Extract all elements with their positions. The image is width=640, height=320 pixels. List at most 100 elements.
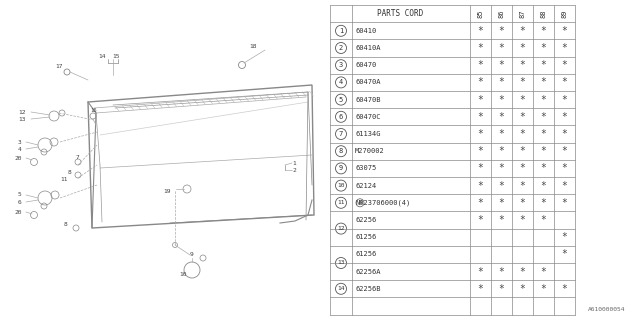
Text: *: * [477,112,483,122]
Text: 13: 13 [18,116,26,122]
Text: 7: 7 [339,131,343,137]
Text: 19: 19 [163,188,170,194]
Text: 60470B: 60470B [355,97,381,103]
Text: 16: 16 [91,108,97,113]
Text: *: * [561,77,568,87]
Text: *: * [561,146,568,156]
Text: *: * [520,95,525,105]
Text: *: * [561,112,568,122]
Text: 20: 20 [14,156,22,161]
Text: 87: 87 [520,9,525,18]
Text: *: * [541,60,547,70]
Text: 13: 13 [337,260,345,266]
Text: 1: 1 [339,28,343,34]
Text: *: * [477,198,483,208]
Text: *: * [541,267,547,276]
Text: *: * [541,129,547,139]
Text: *: * [477,26,483,36]
Text: *: * [520,164,525,173]
Text: *: * [541,180,547,191]
Text: *: * [499,164,504,173]
Text: 61134G: 61134G [355,131,381,137]
Text: *: * [520,267,525,276]
Text: *: * [499,60,504,70]
Text: 9: 9 [339,165,343,172]
Text: 62256A: 62256A [355,268,381,275]
Text: 60410: 60410 [355,28,376,34]
Text: *: * [541,77,547,87]
Text: *: * [541,164,547,173]
Text: 60470C: 60470C [355,114,381,120]
Text: *: * [477,284,483,294]
Text: 86: 86 [499,9,504,18]
Text: N023706000(4): N023706000(4) [355,200,410,206]
Text: *: * [477,215,483,225]
Text: 14: 14 [337,286,345,291]
Text: *: * [477,267,483,276]
Text: 61256: 61256 [355,234,376,240]
Text: 10: 10 [179,273,187,277]
Text: 2: 2 [292,167,296,172]
Text: 9: 9 [190,252,194,258]
Text: *: * [520,215,525,225]
Text: 62256B: 62256B [355,286,381,292]
Text: *: * [499,95,504,105]
Text: *: * [520,180,525,191]
Text: *: * [477,43,483,53]
Text: 17: 17 [55,63,63,68]
Text: 63075: 63075 [355,165,376,172]
Text: *: * [520,129,525,139]
Text: 12: 12 [18,109,26,115]
Text: 14: 14 [99,53,106,59]
Text: N: N [358,200,362,205]
Text: 8: 8 [64,221,68,227]
Text: *: * [477,95,483,105]
Text: 8: 8 [339,148,343,154]
Text: *: * [541,198,547,208]
Text: *: * [477,60,483,70]
Text: *: * [561,43,568,53]
Text: 60470A: 60470A [355,79,381,85]
Text: 60410A: 60410A [355,45,381,51]
Text: *: * [499,129,504,139]
Text: *: * [520,43,525,53]
Text: *: * [561,164,568,173]
Text: *: * [561,284,568,294]
Text: *: * [520,146,525,156]
Text: *: * [541,284,547,294]
Text: *: * [477,180,483,191]
Text: *: * [499,215,504,225]
Text: *: * [520,77,525,87]
Text: *: * [520,284,525,294]
Text: 6: 6 [18,199,22,204]
Text: 88: 88 [541,9,547,18]
Text: *: * [561,129,568,139]
Text: *: * [499,77,504,87]
Text: *: * [541,146,547,156]
Text: *: * [499,284,504,294]
Text: 62256: 62256 [355,217,376,223]
Text: *: * [541,95,547,105]
Text: M270002: M270002 [355,148,385,154]
Text: *: * [499,26,504,36]
Text: *: * [477,164,483,173]
Text: *: * [499,112,504,122]
Text: 8: 8 [68,170,72,174]
Text: *: * [561,232,568,242]
Text: 4: 4 [339,79,343,85]
Text: *: * [499,43,504,53]
Text: *: * [561,95,568,105]
Text: 10: 10 [337,183,345,188]
Text: *: * [561,60,568,70]
Text: *: * [541,112,547,122]
Text: 6: 6 [339,114,343,120]
Text: *: * [477,129,483,139]
Text: *: * [561,26,568,36]
Text: *: * [561,249,568,260]
Text: 15: 15 [112,53,120,59]
Text: 7: 7 [76,155,80,159]
Text: 4: 4 [18,147,22,151]
Text: *: * [561,180,568,191]
Text: *: * [477,77,483,87]
Text: 3: 3 [18,140,22,145]
